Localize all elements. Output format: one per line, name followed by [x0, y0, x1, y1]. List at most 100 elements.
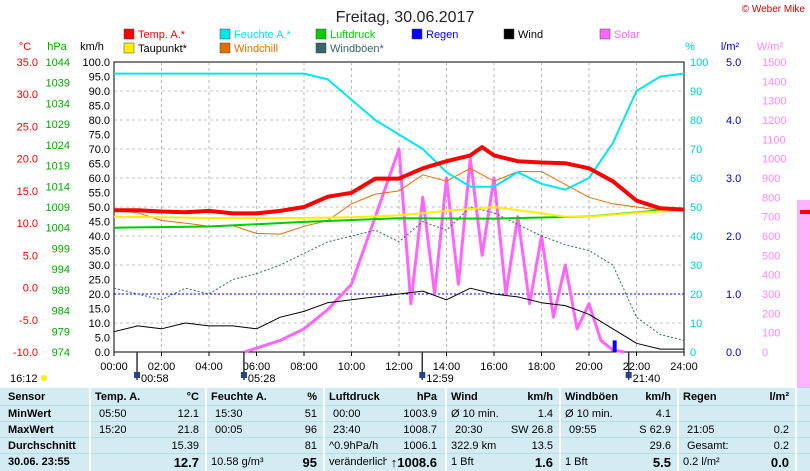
pressure-max-time: 23:40 — [333, 424, 361, 436]
temp-min-value: 12.1 — [177, 408, 199, 420]
tick-label-pressure: 989 — [52, 285, 70, 297]
tick-label-wind: 60.0 — [89, 173, 110, 185]
pressure-min-time: 00:00 — [333, 408, 361, 420]
tick-label-wind: 85.0 — [89, 101, 110, 113]
wind-avg-value: 13.5 — [531, 440, 553, 452]
legend-label: Windchill — [234, 43, 278, 55]
legend-swatch — [599, 28, 611, 40]
temp-avg-value: 15.39 — [171, 440, 199, 452]
tick-label-rain: 3.0 — [726, 173, 741, 185]
humidity-header: Feuchte A. — [211, 391, 267, 403]
tick-label-humidity: 80 — [690, 115, 702, 127]
tick-label-wind: 45.0 — [89, 217, 110, 229]
mark-label: 05:28 — [248, 373, 276, 385]
pressure-unit: hPa — [416, 391, 437, 403]
tick-label-pressure: 984 — [52, 306, 70, 318]
tick-label-temp: 10.0 — [17, 218, 38, 230]
credit-label: © Weber Mike — [742, 4, 806, 15]
axis-header-humidity: % — [685, 41, 695, 53]
series-line-feuchtea — [114, 72, 685, 191]
tick-label-wind: 70.0 — [89, 144, 110, 156]
series-line-solar — [244, 147, 625, 354]
tick-label-solar: 100 — [762, 328, 780, 340]
mark-label: 16:12 — [10, 373, 38, 385]
tick-label-wind: 80.0 — [89, 115, 110, 127]
legend-label: Solar — [614, 29, 640, 41]
x-tick-label: 20:00 — [575, 361, 603, 373]
tick-label-pressure: 979 — [52, 326, 70, 338]
x-tick-label: 00:00 — [100, 361, 128, 373]
tick-label-solar: 700 — [762, 212, 780, 224]
tick-label-humidity: 20 — [690, 289, 702, 301]
legend-label: Luftdruck — [330, 29, 376, 41]
tick-label-wind: 5.0 — [95, 333, 110, 345]
mark-icon — [625, 372, 632, 378]
legend-swatch — [219, 28, 231, 40]
tick-label-wind: 75.0 — [89, 130, 110, 142]
mark-icon — [419, 372, 426, 378]
wind-max-time: 20:30 — [455, 424, 483, 436]
rain-total-label: Gesamt: — [687, 440, 729, 452]
rain-total-value: 0.2 — [773, 440, 789, 452]
wind-unit: km/h — [527, 391, 553, 403]
pressure-trend: ^0.9hPa/h — [329, 440, 379, 452]
legend-label: Windböen* — [330, 43, 385, 55]
rain-bar — [612, 340, 617, 352]
x-tick-label: 18:00 — [528, 361, 556, 373]
x-tick-label: 06:00 — [243, 361, 271, 373]
tick-label-wind: 65.0 — [89, 159, 110, 171]
series-line-wind — [113, 287, 684, 350]
pressure-avg-value: 1006.1 — [403, 440, 437, 452]
pressure-min-value: 1003.9 — [403, 408, 437, 420]
tick-label-rain: 5.0 — [726, 57, 741, 69]
rain-header: Regen — [683, 391, 717, 403]
tick-label-humidity: 40 — [690, 231, 702, 243]
tick-label-pressure: 1024 — [46, 140, 70, 152]
legend-label: Feuchte A.* — [234, 29, 292, 41]
series-line-windben — [113, 206, 685, 341]
tick-label-solar: 200 — [762, 308, 780, 320]
tick-label-pressure: 1009 — [46, 202, 70, 214]
axis-header-wind: km/h — [80, 41, 104, 53]
series-line-tempa — [114, 145, 685, 216]
tick-label-temp: 15.0 — [17, 186, 38, 198]
pressure-max-value: 1008.7 — [403, 424, 437, 436]
rain-current-value: 0.0 — [770, 455, 789, 470]
tick-label-solar: 300 — [762, 289, 780, 301]
tick-label-humidity: 0 — [690, 347, 696, 359]
rain-unit: l/m² — [769, 391, 789, 403]
tick-label-wind: 40.0 — [89, 231, 110, 243]
gusts-bft: 1 Bft — [565, 456, 588, 468]
row-label-min: MinWert — [8, 408, 52, 420]
gusts-unit: km/h — [645, 391, 671, 403]
tick-label-temp: 20.0 — [17, 154, 38, 166]
humidity-unit: % — [307, 391, 317, 403]
weather-chart: Freitag, 30.06.2017 © Weber Mike Temp. A… — [10, 4, 810, 388]
tick-label-wind: 35.0 — [89, 246, 110, 258]
tick-label-humidity: 30 — [690, 260, 702, 272]
rain-day: 0.2 l/m² — [683, 456, 720, 468]
humidity-max-value: 96 — [304, 424, 317, 436]
pressure-current-value: ↑1008.6 — [390, 455, 437, 470]
tick-label-wind: 95.0 — [89, 72, 110, 84]
x-tick-label: 12:00 — [385, 361, 413, 373]
gusts-avg10-label: Ø 10 min. — [565, 408, 613, 420]
tick-label-humidity: 60 — [690, 173, 702, 185]
side-strip — [797, 200, 810, 388]
pressure-header: Luftdruck — [329, 391, 380, 403]
tick-label-wind: 90.0 — [89, 86, 110, 98]
tick-label-humidity: 90 — [690, 86, 702, 98]
tick-label-temp: 0.0 — [23, 283, 38, 295]
tick-label-humidity: 10 — [690, 318, 702, 330]
legend-swatch — [411, 28, 423, 40]
tick-label-pressure: 1014 — [46, 181, 70, 193]
legend: Temp. A.* Feuchte A.* Luftdruck Regen Wind So… — [123, 28, 640, 55]
tick-label-temp: -5.0 — [19, 315, 38, 327]
axis-header-pressure: hPa — [47, 41, 67, 53]
x-tick-label: 14:00 — [433, 361, 461, 373]
x-tick-label: 24:00 — [670, 361, 698, 373]
tick-label-wind: 25.0 — [89, 275, 110, 287]
tick-label-rain: 1.0 — [726, 289, 741, 301]
tick-label-wind: 55.0 — [89, 188, 110, 200]
humidity-min-time: 15:30 — [215, 408, 243, 420]
